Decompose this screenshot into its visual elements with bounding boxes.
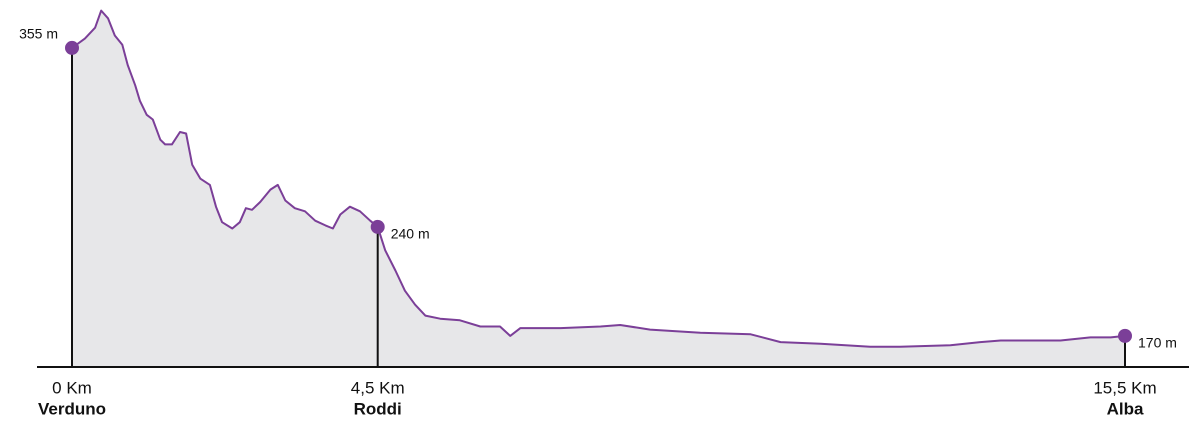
stop-elevation-label: 170 m [1138,335,1177,351]
stop-elevation-label: 240 m [391,226,430,242]
stop-name: Roddi [354,399,402,418]
x-tick-label: 4,5 Km [351,378,405,397]
elevation-area [72,10,1125,367]
x-tick-label: 15,5 Km [1093,378,1156,397]
stop-elevation-label: 355 m [19,26,58,42]
stop-name: Alba [1107,399,1144,418]
stop-marker [370,219,385,234]
stop-marker [65,40,79,55]
elevation-line [71,9,1126,348]
stop-marker [1118,328,1132,343]
stop-name: Verduno [38,399,106,418]
x-tick-label: 0 Km [52,378,92,397]
